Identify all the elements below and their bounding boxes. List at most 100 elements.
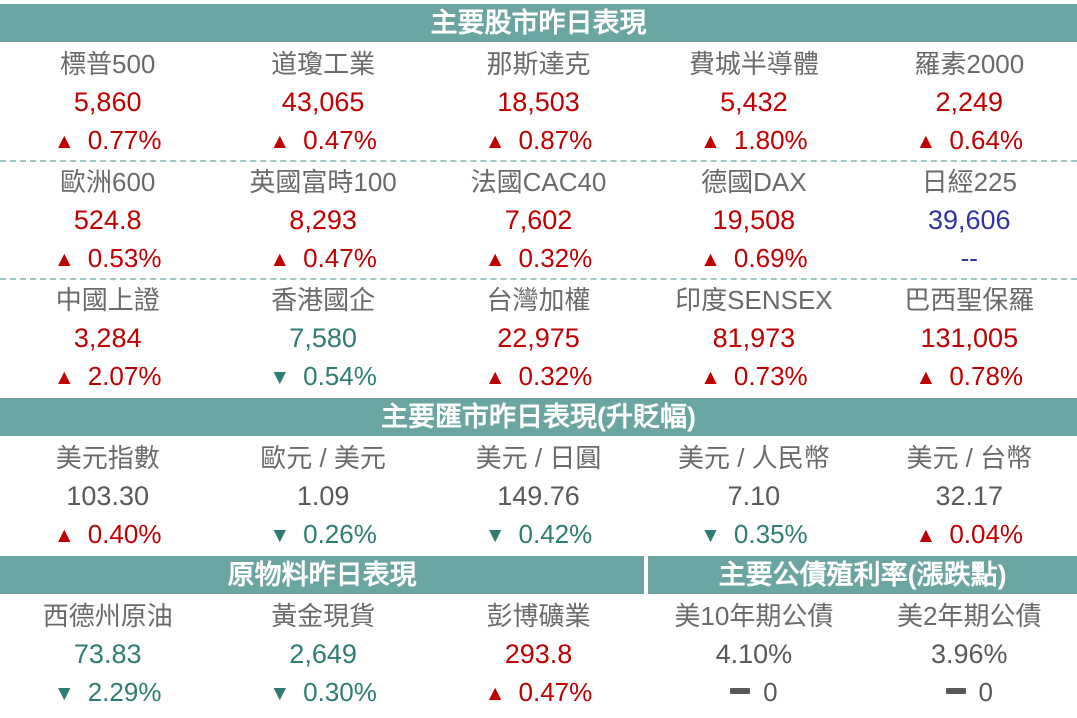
change-percent: 1.80%: [733, 125, 808, 155]
instrument-change: ▼ 0.35%: [646, 515, 861, 553]
instrument-value: 293.8: [504, 639, 573, 669]
instrument-value: 22,975: [497, 323, 580, 353]
instrument-change: ▼ 0.30%: [215, 673, 430, 711]
change-percent: 0.47%: [303, 243, 377, 273]
instrument-name: 費城半導體: [688, 49, 819, 79]
change-percent: 0.87%: [518, 125, 593, 155]
change-percent: 0.73%: [733, 361, 808, 391]
instrument-cell: 英國富時100 8,293 ▲ 0.47%: [215, 163, 430, 277]
instrument-value: 7.10: [727, 481, 781, 511]
change-percent: 0.04%: [949, 519, 1024, 549]
instrument-cell: 台灣加權 22,975 ▲ 0.32%: [431, 281, 646, 395]
change-percent: 0.26%: [303, 519, 377, 549]
change-percent: 0.32%: [518, 243, 593, 273]
instrument-value: 3,284: [73, 323, 142, 353]
instrument-cell: 羅素2000 2,249 ▲ 0.64%: [862, 45, 1077, 159]
up-arrow-icon: ▲: [484, 366, 506, 389]
flat-dash-icon: [945, 688, 966, 694]
instrument-change: ▲ 1.80%: [646, 121, 861, 159]
instrument-change: ▼ 2.29%: [0, 673, 215, 711]
change-percent: 0.32%: [518, 361, 593, 391]
instrument-value: 3.96%: [931, 639, 1008, 669]
instrument-cell: 法國CAC40 7,602 ▲ 0.32%: [431, 163, 646, 277]
instrument-name: 印度SENSEX: [675, 285, 833, 315]
instrument-change: ▲ 0.47%: [215, 239, 430, 277]
instrument-change: ▼ 0.54%: [215, 357, 430, 395]
instrument-change: 0: [646, 673, 861, 711]
change-percent: 2.07%: [87, 361, 162, 391]
instrument-change: ▼ 0.26%: [215, 515, 430, 553]
change-percent: 2.29%: [87, 677, 162, 707]
instrument-cell: 彭博礦業 293.8 ▲ 0.47%: [431, 597, 646, 711]
up-arrow-icon: ▲: [53, 366, 75, 389]
row-group: 西德州原油 73.83 ▼ 2.29% 黃金現貨 2,649 ▼ 0.30% 彭博礦業 293.8…: [0, 596, 1077, 712]
instrument-cell: 道瓊工業 43,065 ▲ 0.47%: [215, 45, 430, 159]
row-group: 美元指數 103.30 ▲ 0.40% 歐元 / 美元 1.09 ▼ 0.26% 美元 / 日圓…: [0, 438, 1077, 554]
instrument-cell: 印度SENSEX 81,973 ▲ 0.73%: [646, 281, 861, 395]
instrument-change: ▲ 0.32%: [431, 357, 646, 395]
instrument-name: 黃金現貨: [271, 601, 376, 631]
up-arrow-icon: ▲: [269, 248, 291, 271]
instrument-name: 德國DAX: [701, 167, 807, 197]
instrument-name: 日經225: [921, 167, 1017, 197]
change-percent: 0.40%: [87, 519, 162, 549]
change-percent: 0.78%: [949, 361, 1024, 391]
instrument-name: 英國富時100: [249, 167, 397, 197]
change-points: 0: [978, 677, 994, 707]
instrument-value: 131,005: [920, 323, 1019, 353]
instrument-cell: 黃金現貨 2,649 ▼ 0.30%: [215, 597, 430, 711]
instrument-change: ▲ 0.77%: [0, 121, 215, 159]
instrument-name: 歐洲600: [60, 167, 156, 197]
instrument-change: --: [862, 239, 1077, 277]
instrument-value: 19,508: [712, 205, 796, 235]
instrument-change: ▲ 0.47%: [215, 121, 430, 159]
instrument-name: 歐元 / 美元: [260, 443, 386, 473]
instrument-cell: 美元指數 103.30 ▲ 0.40%: [0, 439, 215, 553]
instrument-change: ▲ 0.73%: [646, 357, 861, 395]
instrument-name: 羅素2000: [914, 49, 1025, 79]
instrument-change: ▲ 0.04%: [862, 515, 1077, 553]
stocks-rows: 標普500 5,860 ▲ 0.77% 道瓊工業 43,065 ▲ 0.47% 那斯達克 18,5…: [0, 44, 1077, 396]
up-arrow-icon: ▲: [700, 366, 721, 389]
down-arrow-icon: ▼: [53, 682, 75, 705]
up-arrow-icon: ▲: [53, 248, 75, 271]
instrument-change: ▲ 0.53%: [0, 239, 215, 277]
instrument-value: 149.76: [497, 481, 580, 511]
instrument-value: 32.17: [935, 481, 1004, 511]
instrument-name: 法國CAC40: [470, 167, 607, 197]
instrument-value: 5,432: [720, 87, 788, 117]
up-arrow-icon: ▲: [700, 130, 721, 153]
instrument-name: 美2年期公債: [897, 601, 1042, 631]
change-percent: 0.47%: [303, 125, 377, 155]
down-arrow-icon: ▼: [269, 366, 291, 389]
change-percent: 0.53%: [87, 243, 162, 273]
instrument-value: 2,649: [289, 639, 357, 669]
instrument-change: ▲ 0.78%: [862, 357, 1077, 395]
up-arrow-icon: ▲: [915, 524, 937, 547]
up-arrow-icon: ▲: [484, 130, 506, 153]
section-header-stocks: 主要股市昨日表現: [0, 4, 1077, 42]
instrument-change: ▲ 0.87%: [431, 121, 646, 159]
row-group: 中國上證 3,284 ▲ 2.07% 香港國企 7,580 ▼ 0.54% 台灣加權 22,975…: [0, 280, 1077, 396]
down-arrow-icon: ▼: [269, 682, 291, 705]
instrument-change: ▲ 0.40%: [0, 515, 215, 553]
instrument-value: 524.8: [73, 205, 142, 235]
instrument-name: 那斯達克: [486, 49, 591, 79]
instrument-value: 103.30: [66, 481, 149, 511]
split-header-row: 原物料昨日表現 主要公債殖利率(漲跌點): [0, 556, 1077, 594]
flat-dash-icon: [730, 688, 751, 694]
instrument-change: 0: [862, 673, 1077, 711]
down-arrow-icon: ▼: [700, 524, 721, 547]
section-header-fx: 主要匯市昨日表現(升貶幅): [0, 398, 1077, 436]
instrument-name: 美元 / 人民幣: [678, 443, 830, 473]
instrument-cell: 日經225 39,606 --: [862, 163, 1077, 277]
instrument-value: 73.83: [73, 639, 142, 669]
change-percent: 0.69%: [733, 243, 808, 273]
instrument-cell: 美10年期公債 4.10% 0: [646, 597, 861, 711]
instrument-change: ▲ 0.32%: [431, 239, 646, 277]
instrument-cell: 巴西聖保羅 131,005 ▲ 0.78%: [862, 281, 1077, 395]
change-percent: 0.30%: [303, 677, 377, 707]
instrument-change: ▼ 0.42%: [431, 515, 646, 553]
instrument-cell: 中國上證 3,284 ▲ 2.07%: [0, 281, 215, 395]
down-arrow-icon: ▼: [484, 524, 506, 547]
